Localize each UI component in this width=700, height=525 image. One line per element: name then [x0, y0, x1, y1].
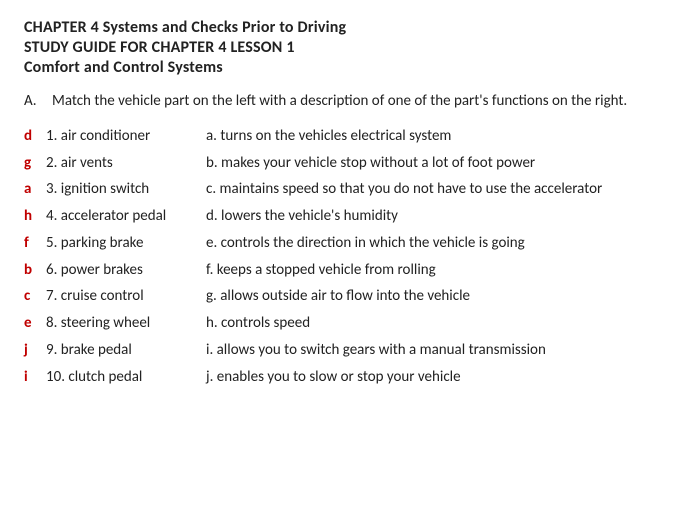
vehicle-part: 5. parking brake — [46, 234, 206, 253]
match-row: i 10. clutch pedal j. enables you to slo… — [24, 368, 676, 387]
answer-letter: b — [24, 261, 46, 280]
answer-letter: h — [24, 207, 46, 226]
answer-letter: g — [24, 154, 46, 173]
function-description: a. turns on the vehicles electrical syst… — [206, 127, 676, 146]
function-description: d. lowers the vehicle's humidity — [206, 207, 676, 226]
match-row: j 9. brake pedal i. allows you to switch… — [24, 341, 676, 360]
match-row: a 3. ignition switch c. maintains speed … — [24, 180, 676, 199]
vehicle-part: 9. brake pedal — [46, 341, 206, 360]
chapter-heading: CHAPTER 4 Systems and Checks Prior to Dr… — [24, 18, 676, 38]
function-description: e. controls the direction in which the v… — [206, 234, 676, 253]
answer-letter: d — [24, 127, 46, 146]
vehicle-part: 6. power brakes — [46, 261, 206, 280]
answer-letter: f — [24, 234, 46, 253]
vehicle-part: 1. air conditioner — [46, 127, 206, 146]
answer-letter: c — [24, 287, 46, 306]
match-row: d 1. air conditioner a. turns on the veh… — [24, 127, 676, 146]
vehicle-part: 8. steering wheel — [46, 314, 206, 333]
function-description: h. controls speed — [206, 314, 676, 333]
vehicle-part: 3. ignition switch — [46, 180, 206, 199]
section-a: A. Match the vehicle part on the left wi… — [24, 92, 676, 111]
match-row: f 5. parking brake e. controls the direc… — [24, 234, 676, 253]
match-row: e 8. steering wheel h. controls speed — [24, 314, 676, 333]
subtitle-heading: Comfort and Control Systems — [24, 58, 676, 78]
vehicle-part: 2. air vents — [46, 154, 206, 173]
function-description: f. keeps a stopped vehicle from rolling — [206, 261, 676, 280]
match-row: g 2. air vents b. makes your vehicle sto… — [24, 154, 676, 173]
answer-letter: e — [24, 314, 46, 333]
section-instructions: Match the vehicle part on the left with … — [52, 92, 676, 111]
function-description: c. maintains speed so that you do not ha… — [206, 180, 676, 199]
match-row: h 4. accelerator pedal d. lowers the veh… — [24, 207, 676, 226]
function-description: g. allows outside air to flow into the v… — [206, 287, 676, 306]
match-row: c 7. cruise control g. allows outside ai… — [24, 287, 676, 306]
study-guide-heading: STUDY GUIDE FOR CHAPTER 4 LESSON 1 — [24, 38, 676, 58]
match-table: d 1. air conditioner a. turns on the veh… — [24, 127, 676, 387]
match-row: b 6. power brakes f. keeps a stopped veh… — [24, 261, 676, 280]
answer-letter: a — [24, 180, 46, 199]
answer-letter: i — [24, 368, 46, 387]
vehicle-part: 10. clutch pedal — [46, 368, 206, 387]
vehicle-part: 7. cruise control — [46, 287, 206, 306]
vehicle-part: 4. accelerator pedal — [46, 207, 206, 226]
function-description: b. makes your vehicle stop without a lot… — [206, 154, 676, 173]
function-description: j. enables you to slow or stop your vehi… — [206, 368, 676, 387]
answer-letter: j — [24, 341, 46, 360]
function-description: i. allows you to switch gears with a man… — [206, 341, 676, 360]
section-letter: A. — [24, 92, 52, 111]
